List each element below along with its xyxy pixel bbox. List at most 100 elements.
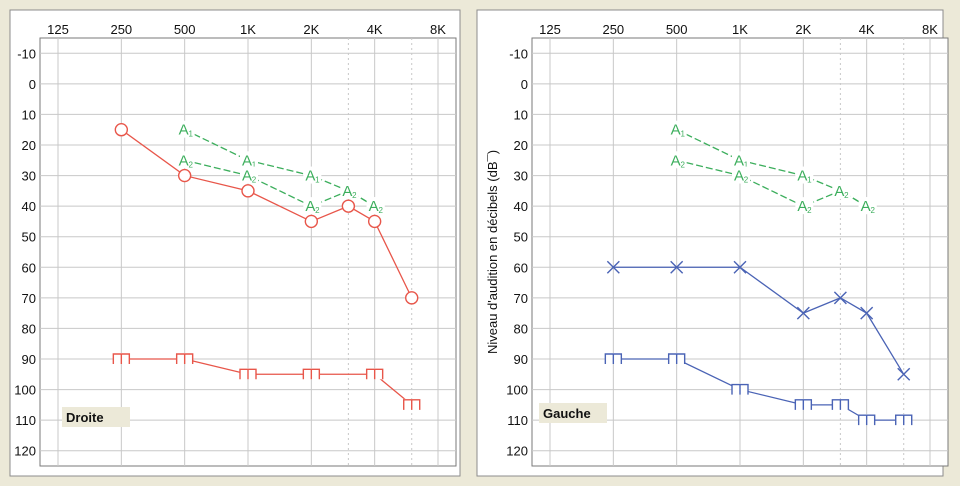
y-tick-label: 70 (22, 291, 36, 306)
data-point-masked-bone (667, 353, 686, 364)
data-point-cross (860, 306, 874, 320)
y-tick-label: 20 (22, 138, 36, 153)
data-point-masked-bone (895, 414, 913, 426)
data-point-masked-bone (604, 353, 623, 364)
ear-label-bg (539, 403, 607, 423)
data-point-aided-index: 1 (744, 160, 749, 169)
data-point-aided-index: 1 (188, 130, 193, 139)
data-point-aided: A (305, 168, 315, 185)
data-point-bg (176, 151, 195, 169)
y-tick-label: 110 (15, 413, 36, 428)
data-point-bg (340, 181, 359, 199)
data-point-aided-index: 2 (188, 160, 193, 169)
x-tick-label: 1K (240, 22, 256, 37)
data-point-aided-index: 2 (252, 176, 257, 185)
data-point-circle (367, 214, 382, 229)
data-point-aided-index: 2 (870, 206, 875, 215)
y-tick-label: 110 (507, 413, 528, 428)
data-point-bg (303, 166, 322, 184)
data-point-cross (670, 260, 684, 274)
y-tick-label: 50 (514, 230, 528, 245)
data-point-bg (732, 151, 750, 169)
ear-label: Gauche (543, 406, 591, 421)
data-point-masked-bone (239, 368, 257, 380)
x-tick-label: 2K (795, 22, 811, 37)
x-tick-label: 4K (859, 22, 875, 37)
audiogram-left-ear: 125 250 500 1K 2K 4K 8K -10 0 10 20 30 40 50 60 70 80 90 1… (476, 9, 949, 477)
y-tick-label: 120 (506, 444, 528, 459)
data-point-cross (897, 367, 911, 381)
data-point-bg (668, 120, 687, 138)
data-point-aided: A (242, 152, 252, 169)
y-tick-label: 60 (22, 260, 36, 275)
y-tick-label: 40 (514, 199, 528, 214)
y-tick-label: 30 (22, 169, 36, 184)
y-tick-label: 40 (22, 199, 36, 214)
data-point-bg (240, 151, 258, 169)
y-tick-label: 0 (521, 77, 528, 92)
data-point-bg (366, 197, 385, 215)
x-tick-label: 500 (666, 22, 688, 37)
y-tick-label: 90 (22, 352, 36, 367)
x-tick-label: 500 (174, 22, 196, 37)
data-point-aided-index: 1 (315, 176, 320, 185)
audiogram-right-ear: 125 250 500 1K 2K 4K 8K -10 0 10 20 30 40 50 60 70 80 90 1… (9, 9, 461, 477)
data-point-masked-bone (175, 353, 194, 364)
data-point-aided: A (342, 183, 352, 200)
x-tick-label: 4K (367, 22, 383, 37)
data-point-cross (833, 291, 847, 305)
data-point-masked-bone (302, 368, 321, 380)
x-tick-label: 250 (602, 22, 624, 37)
data-point-aided: A (179, 152, 189, 169)
data-point-bg (795, 166, 814, 184)
y-tick-label: 20 (514, 138, 528, 153)
y-tick-label: 90 (514, 352, 528, 367)
data-point-bg (795, 197, 814, 215)
data-point-bg (832, 181, 851, 199)
y-tick-label: 80 (514, 321, 528, 336)
x-tick-label: 2K (303, 22, 319, 37)
data-point-bg (858, 197, 877, 215)
data-point-cross (733, 260, 747, 274)
data-point-masked-bone (831, 399, 850, 410)
data-point-aided: A (242, 168, 252, 185)
x-tick-label: 8K (922, 22, 938, 37)
y-axis-label: Niveau d'audition en décibels (dB¯) (485, 150, 500, 354)
y-tick-label: -10 (509, 46, 528, 61)
data-point-aided: A (734, 168, 744, 185)
y-tick-label: 100 (506, 383, 528, 398)
y-tick-label: 60 (514, 260, 528, 275)
data-point-cross (796, 306, 810, 320)
y-tick-label: 120 (14, 444, 36, 459)
data-point-aided: A (305, 198, 315, 215)
data-point-aided-index: 2 (378, 206, 383, 215)
x-tick-label: 1K (732, 22, 748, 37)
x-tick-label: 125 (539, 22, 561, 37)
data-point-aided: A (671, 122, 681, 139)
data-point-bg (668, 151, 687, 169)
data-point-aided-index: 2 (315, 206, 320, 215)
data-point-masked-bone (365, 368, 384, 380)
data-point-aided: A (797, 168, 807, 185)
y-tick-label: 100 (14, 383, 36, 398)
data-point-aided-index: 1 (680, 130, 685, 139)
data-point-aided-index: 2 (352, 191, 357, 200)
data-point-aided: A (861, 198, 871, 215)
data-point-masked-bone (112, 353, 131, 364)
x-tick-label: 250 (110, 22, 132, 37)
data-point-aided: A (671, 152, 681, 169)
y-tick-label: 80 (22, 321, 36, 336)
data-point-aided-index: 2 (744, 176, 749, 185)
data-point-aided: A (179, 122, 189, 139)
data-point-bg (176, 120, 195, 138)
data-point-bg (303, 197, 322, 215)
series-line (121, 358, 413, 406)
data-point-aided: A (734, 152, 744, 169)
ear-label-bg (62, 407, 130, 427)
data-point-circle (341, 199, 356, 213)
y-tick-label: 10 (22, 107, 36, 122)
y-tick-label: 30 (514, 169, 528, 184)
data-point-cross (606, 260, 620, 274)
data-point-masked-bone (403, 399, 421, 410)
